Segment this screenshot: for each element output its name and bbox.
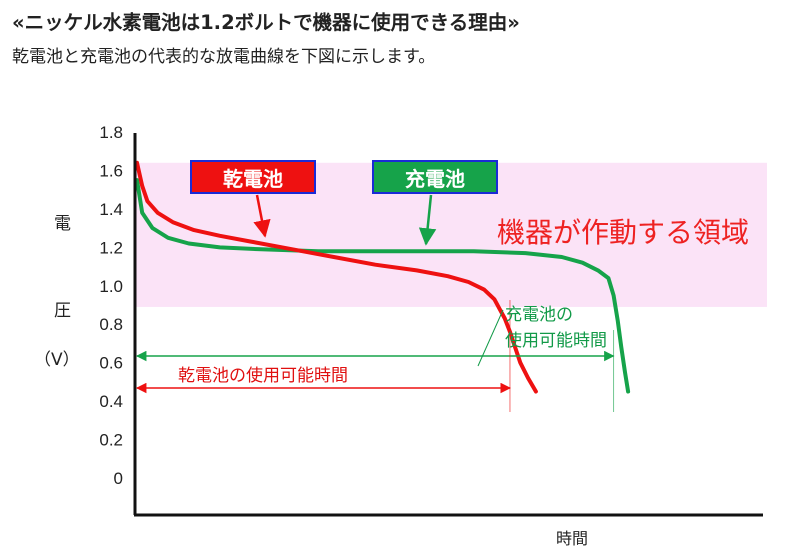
- y-tick-label: 1.6: [99, 161, 123, 180]
- y-tick-label: 0: [114, 469, 123, 488]
- legend-label-dry: 乾電池: [223, 167, 283, 191]
- operating-zone-label: 機器が作動する領域: [497, 216, 749, 249]
- usage-time-label-dry: 乾電池の使用可能時間: [178, 365, 348, 386]
- y-tick-label: 1.8: [99, 123, 123, 142]
- usage-time-label-rechargeable-line2: 使用可能時間: [505, 330, 607, 351]
- x-axis-label: 時間: [556, 529, 588, 548]
- y-axis-label-char-1: 電: [54, 214, 71, 234]
- y-axis-label-unit: （V）: [34, 350, 80, 370]
- y-tick-label: 1.4: [99, 200, 123, 219]
- y-tick-label: 0.8: [99, 315, 123, 334]
- usage-label-pointer-rechargeable: [477, 309, 504, 367]
- y-tick-label: 0.6: [99, 354, 123, 373]
- y-tick-label: 0.4: [99, 392, 123, 411]
- series-line-dry: [135, 160, 538, 394]
- y-axis-label-char-2: 圧: [54, 301, 71, 321]
- usage-time-label-rechargeable-line1: 充電池の: [505, 305, 573, 325]
- y-tick-label: 0.2: [99, 431, 123, 450]
- y-tick-label: 1.2: [99, 238, 123, 257]
- page-subtitle: 乾電池と充電池の代表的な放電曲線を下図に示します。: [12, 47, 436, 67]
- page-title: «ニッケル水素電池は1.2ボルトで機器に使用できる理由»: [12, 11, 520, 34]
- legend-pointer-rechargeable: [418, 194, 437, 246]
- legend-label-rechargeable: 充電池: [405, 167, 465, 191]
- legend-box-rechargeable: [372, 160, 498, 194]
- legend-box-dry: [190, 160, 316, 194]
- y-tick-labels: 1.8 1.6 1.4 1.2 1.0 0.8 0.6 0.4 0.2 0: [99, 123, 123, 488]
- series-line-rechargeable: [135, 178, 631, 394]
- legend-pointer-dry: [253, 194, 271, 238]
- y-tick-label: 1.0: [99, 277, 123, 296]
